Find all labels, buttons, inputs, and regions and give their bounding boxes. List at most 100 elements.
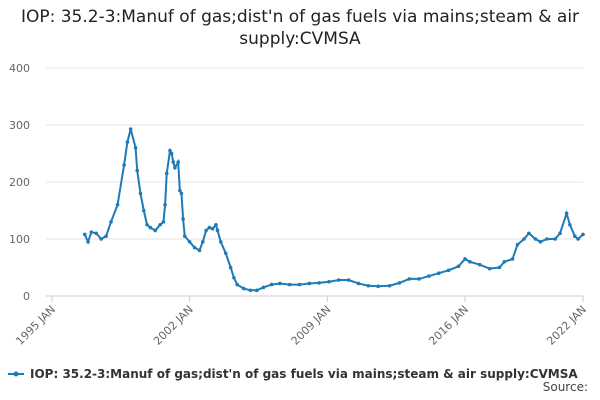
point bbox=[204, 228, 208, 233]
y-tick-label: 200 bbox=[9, 176, 30, 189]
point bbox=[200, 240, 205, 244]
x-tick-label: 2009 JAN bbox=[289, 303, 334, 348]
point bbox=[287, 282, 292, 287]
point bbox=[346, 278, 351, 282]
x-tick-label: 2022 JAN bbox=[544, 303, 589, 348]
point bbox=[164, 171, 169, 176]
point bbox=[187, 240, 192, 244]
point bbox=[145, 222, 149, 227]
point bbox=[161, 220, 166, 224]
point bbox=[235, 282, 239, 287]
point bbox=[502, 260, 507, 264]
point bbox=[181, 217, 185, 221]
point bbox=[219, 240, 223, 244]
point bbox=[356, 281, 361, 286]
point bbox=[168, 148, 172, 153]
point bbox=[125, 140, 130, 144]
y-tick-label: 0 bbox=[23, 290, 30, 303]
point bbox=[436, 271, 441, 276]
point bbox=[527, 231, 531, 236]
point bbox=[248, 288, 253, 293]
point bbox=[223, 251, 228, 256]
point bbox=[497, 265, 502, 270]
point bbox=[158, 222, 162, 227]
point bbox=[387, 283, 392, 288]
legend-marker bbox=[13, 371, 19, 377]
point bbox=[109, 220, 113, 224]
point bbox=[533, 237, 538, 241]
point bbox=[182, 234, 187, 238]
point bbox=[135, 168, 140, 173]
point bbox=[138, 191, 143, 196]
point bbox=[269, 282, 274, 287]
point bbox=[366, 283, 371, 288]
point bbox=[163, 203, 167, 207]
point bbox=[427, 274, 431, 278]
point bbox=[179, 191, 184, 196]
point bbox=[128, 127, 133, 131]
y-tick-label: 100 bbox=[9, 233, 30, 246]
point bbox=[215, 228, 220, 233]
point bbox=[487, 266, 492, 271]
point bbox=[278, 281, 282, 286]
y-tick-label: 400 bbox=[9, 62, 30, 75]
point bbox=[241, 286, 246, 291]
point bbox=[307, 281, 312, 286]
point bbox=[446, 268, 451, 273]
point bbox=[515, 242, 520, 247]
point bbox=[261, 285, 266, 290]
point bbox=[397, 281, 402, 285]
point bbox=[468, 260, 472, 264]
x-tick-label: 2002 JAN bbox=[151, 303, 196, 348]
point bbox=[407, 277, 412, 281]
point bbox=[228, 265, 233, 270]
point bbox=[133, 146, 138, 150]
point bbox=[122, 163, 126, 167]
point bbox=[210, 226, 215, 231]
point bbox=[99, 237, 103, 241]
point bbox=[153, 228, 158, 233]
point bbox=[94, 231, 99, 236]
point bbox=[197, 248, 202, 253]
point bbox=[510, 257, 515, 261]
point bbox=[214, 222, 218, 227]
x-tick-label: 1995 JAN bbox=[13, 303, 58, 348]
line bbox=[83, 128, 584, 292]
point bbox=[173, 165, 177, 170]
point bbox=[169, 151, 174, 156]
point bbox=[581, 232, 585, 237]
point bbox=[192, 245, 197, 250]
point bbox=[376, 284, 380, 289]
y-tick-label: 300 bbox=[9, 119, 30, 132]
point bbox=[104, 234, 108, 238]
point bbox=[564, 211, 569, 216]
point bbox=[86, 240, 90, 244]
x-tick-label: 2016 JAN bbox=[426, 303, 471, 348]
point bbox=[115, 203, 120, 207]
point bbox=[576, 237, 580, 241]
point bbox=[545, 237, 549, 241]
point bbox=[207, 225, 212, 230]
point bbox=[463, 257, 467, 261]
point bbox=[477, 262, 482, 267]
point bbox=[417, 277, 421, 281]
point bbox=[141, 208, 146, 213]
point bbox=[82, 232, 87, 237]
point bbox=[456, 264, 461, 269]
point bbox=[171, 160, 176, 164]
point bbox=[522, 237, 526, 241]
source: Source: bbox=[543, 380, 588, 394]
point bbox=[89, 230, 94, 234]
point bbox=[148, 225, 153, 230]
point bbox=[178, 188, 182, 193]
point bbox=[255, 288, 259, 293]
point bbox=[568, 222, 572, 227]
point bbox=[327, 279, 331, 284]
point bbox=[337, 278, 341, 282]
point bbox=[573, 234, 577, 238]
point bbox=[297, 282, 302, 287]
point bbox=[317, 281, 321, 285]
point bbox=[538, 240, 543, 244]
